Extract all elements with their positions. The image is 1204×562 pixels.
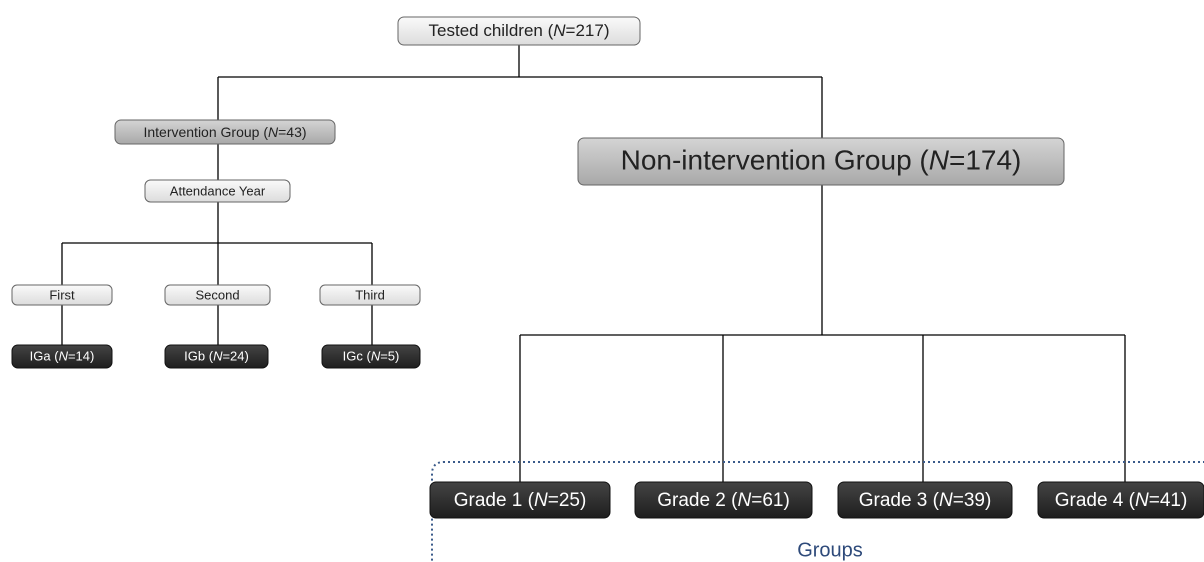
node-label: First bbox=[49, 287, 75, 302]
node-box bbox=[837, 481, 1013, 519]
node-label: IGa (N=14) bbox=[30, 349, 95, 364]
node-box bbox=[634, 481, 813, 519]
node-box bbox=[397, 16, 641, 46]
node-box bbox=[164, 284, 271, 306]
node-box bbox=[144, 179, 291, 203]
node-box bbox=[429, 481, 611, 519]
node-box bbox=[1037, 481, 1204, 519]
node-box bbox=[577, 137, 1065, 186]
node-label: IGb (N=24) bbox=[184, 349, 249, 364]
node-box bbox=[319, 284, 421, 306]
node-box bbox=[114, 119, 336, 145]
node-label: Attendance Year bbox=[170, 183, 266, 198]
node-label: IGc (N=5) bbox=[343, 349, 400, 364]
node-label: Second bbox=[195, 287, 239, 302]
group-frame bbox=[431, 461, 1204, 562]
node-label: Grade 2 (N=61) bbox=[657, 490, 790, 511]
node-box bbox=[11, 344, 113, 369]
node-box bbox=[11, 284, 113, 306]
node-box bbox=[164, 344, 269, 369]
node-label: Grade 3 (N=39) bbox=[859, 490, 992, 511]
node-label: Tested children (N=217) bbox=[429, 21, 610, 40]
connectors bbox=[61, 45, 1126, 482]
node-label: Non-intervention Group (N=174) bbox=[621, 145, 1022, 176]
node-label: Grade 1 (N=25) bbox=[454, 490, 587, 511]
node-label: Intervention Group (N=43) bbox=[143, 124, 306, 140]
node-label: Third bbox=[355, 287, 385, 302]
group-label: Groups bbox=[797, 539, 863, 561]
node-label: Grade 4 (N=41) bbox=[1055, 490, 1188, 511]
node-box bbox=[321, 344, 421, 369]
